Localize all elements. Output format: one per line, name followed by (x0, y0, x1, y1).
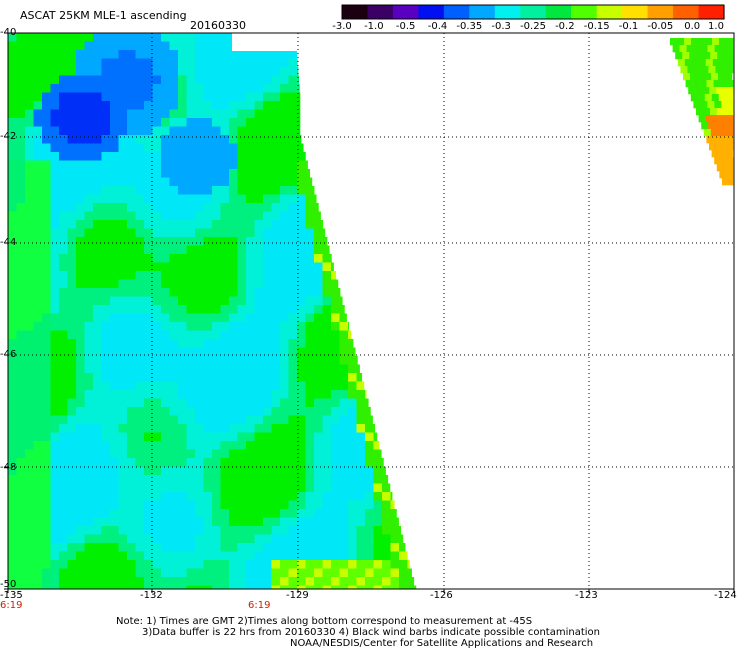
lat-label-48: -48 (0, 462, 17, 473)
lon-label-124: -124 (714, 590, 737, 601)
data-swath (8, 33, 417, 590)
colorbar-tick-label: -0.4 (427, 21, 448, 32)
colorbar-swatch (571, 5, 598, 19)
colorbar-tick-label: -0.2 (555, 21, 575, 32)
lat-label-50: -50 (0, 579, 17, 590)
colorbar-tick-label: -1.0 (364, 21, 384, 32)
colorbar-tick-label: -0.25 (520, 21, 546, 32)
colorbar-swatch (443, 5, 470, 19)
colorbar-swatch (698, 5, 725, 19)
colorbar-swatch (647, 5, 674, 19)
colorbar-swatch (494, 5, 521, 19)
lon-label-129: -129 (286, 590, 309, 601)
colorbar-tick-label: -0.05 (647, 21, 674, 32)
colorbar-tick-label: -0.15 (583, 21, 610, 32)
colorbar-tick-label: 0.0 (684, 21, 701, 32)
colorbar-tick-label: -3.0 (332, 21, 352, 32)
map-frame (7, 32, 735, 590)
colorbar-frame (341, 4, 725, 20)
time-label-left: 6:19 (0, 600, 23, 611)
colorbar-swatch (342, 5, 369, 19)
lon-label-123: -123 (575, 590, 598, 601)
lat-label-40: -40 (0, 27, 17, 38)
colorbar-swatch (469, 5, 496, 19)
colorbar-swatch (367, 5, 394, 19)
lon-label-135: -135 (0, 590, 23, 601)
colorbar-swatch (418, 5, 445, 19)
colorbar (341, 4, 725, 20)
lat-label-46: -46 (0, 349, 17, 360)
colorbar-tick-label: -0.1 (618, 21, 639, 32)
colorbar-swatch (520, 5, 547, 19)
colorbar-swatch (392, 5, 419, 19)
footer-note-1: Note: 1) Times are GMT 2)Times along bot… (116, 616, 533, 627)
time-label-mid: 6:19 (248, 600, 271, 611)
product-title: ASCAT 25KM MLE-1 ascending (20, 9, 187, 22)
footer-note-2: 3)Data buffer is 22 hrs from 20160330 4)… (142, 627, 600, 638)
footer-note-3: NOAA/NESDIS/Center for Satellite Applica… (290, 638, 594, 649)
data-swath-east (670, 38, 734, 186)
lat-label-42: -42 (0, 131, 17, 142)
graticule (4, 32, 735, 593)
colorbar-swatch (545, 5, 572, 19)
colorbar-swatch (673, 5, 700, 19)
colorbar-tick-label: -0.5 (395, 21, 416, 32)
lon-label-126: -126 (430, 590, 453, 601)
colorbar-swatch (596, 5, 623, 19)
product-date: 20160330 (190, 19, 246, 32)
colorbar-tick-label: -0.3 (491, 21, 511, 32)
colorbar-tick-label: -0.35 (456, 21, 483, 32)
lon-label-132: -132 (140, 590, 163, 601)
lat-label-44: -44 (0, 237, 17, 248)
colorbar-swatch (622, 5, 649, 19)
colorbar-tick-label: 1.0 (708, 21, 724, 32)
